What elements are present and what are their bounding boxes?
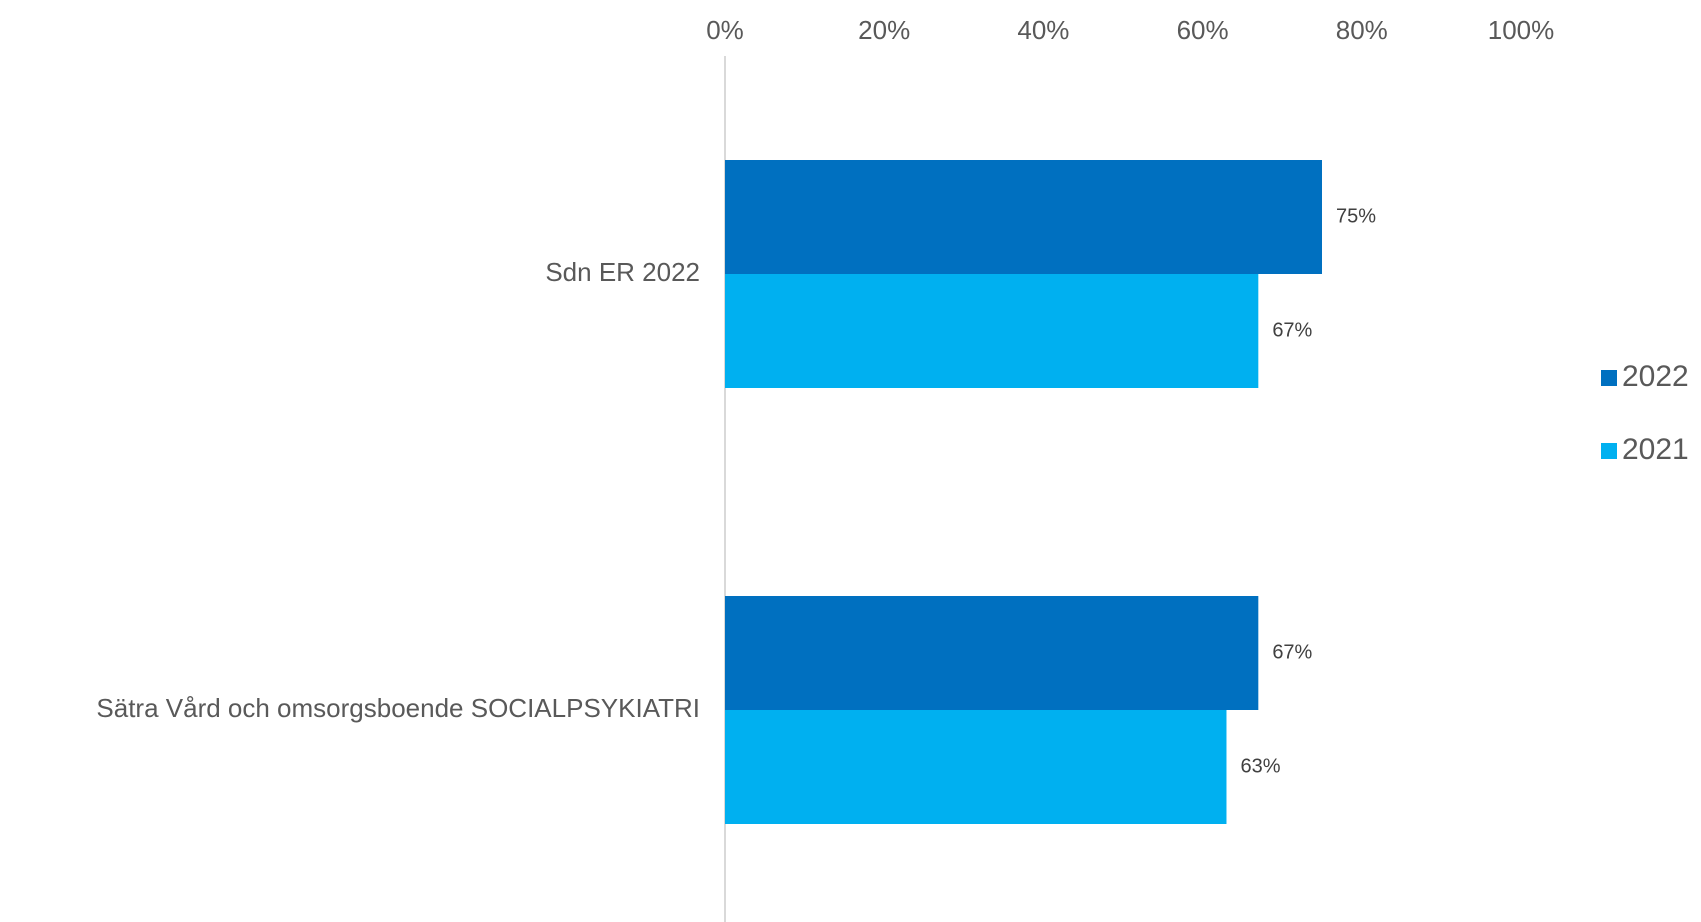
bar — [725, 596, 1259, 710]
x-tick-label: 40% — [1017, 15, 1069, 45]
legend-label: 2022 — [1622, 360, 1689, 393]
data-label: 63% — [1240, 755, 1280, 777]
category-label: Sdn ER 2022 — [545, 257, 700, 287]
x-tick-label: 100% — [1488, 15, 1555, 45]
data-labels: 75% 67% 67% 63% — [1240, 205, 1376, 777]
category-labels: Sdn ER 2022 Sätra Vård och omsorgsboende … — [96, 257, 700, 723]
x-tick-label: 20% — [858, 15, 910, 45]
legend-swatch — [1601, 370, 1617, 386]
legend-swatch — [1601, 443, 1617, 459]
legend-label: 2021 — [1622, 433, 1689, 466]
x-tick-label: 0% — [706, 15, 744, 45]
bar — [725, 710, 1227, 824]
x-tick-label: 80% — [1336, 15, 1388, 45]
x-axis-ticks: 0% 20% 40% 60% 80% 100% — [706, 15, 1554, 45]
bars — [725, 160, 1322, 824]
data-label: 67% — [1272, 641, 1312, 663]
category-label: Sätra Vård och omsorgsboende SOCIALPSYKI… — [96, 693, 700, 723]
legend: 2022 2021 — [1601, 360, 1689, 466]
data-label: 75% — [1336, 205, 1376, 227]
x-tick-label: 60% — [1177, 15, 1229, 45]
bar — [725, 160, 1322, 274]
data-label: 67% — [1272, 319, 1312, 341]
bar — [725, 274, 1259, 388]
